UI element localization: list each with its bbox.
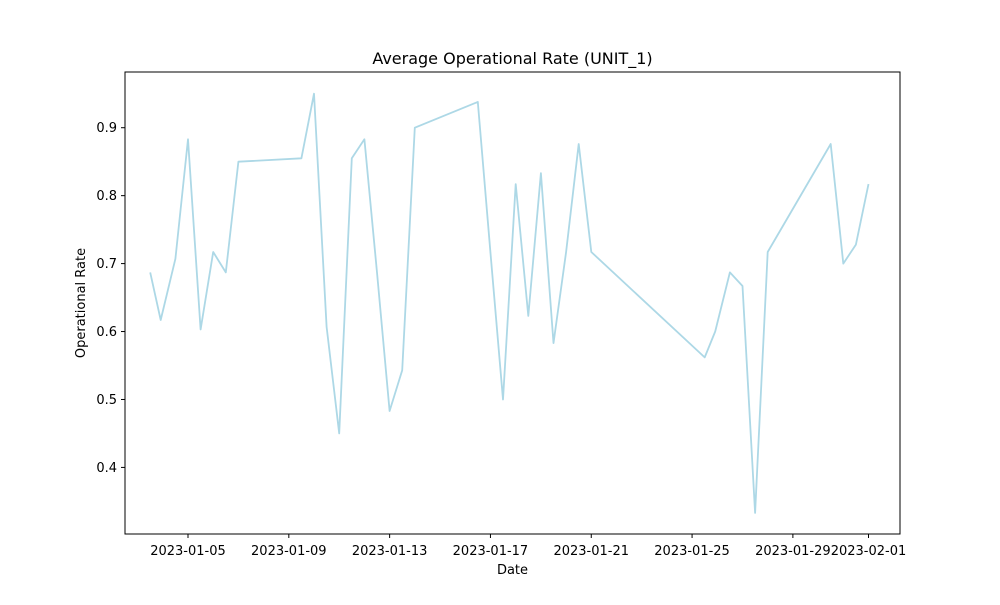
x-tick-label: 2023-01-29 <box>755 544 831 559</box>
y-tick-label: 0.4 <box>96 461 117 476</box>
y-tick-label: 0.7 <box>96 257 117 272</box>
x-tick-label: 2023-01-13 <box>352 544 428 559</box>
y-axis-ticks: 0.4 0.5 0.6 0.7 0.8 0.9 <box>96 121 125 476</box>
x-tick-label: 2023-01-21 <box>553 544 629 559</box>
y-tick-label: 0.6 <box>96 325 117 340</box>
x-tick-label: 2023-02-01 <box>831 544 907 559</box>
chart-title: Average Operational Rate (UNIT_1) <box>372 49 652 69</box>
x-tick-label: 2023-01-25 <box>654 544 730 559</box>
x-tick-label: 2023-01-09 <box>251 544 327 559</box>
y-tick-label: 0.9 <box>96 121 117 136</box>
plot-area-frame <box>124 71 901 535</box>
y-tick-label: 0.8 <box>96 189 117 204</box>
x-axis-ticks: 2023-01-05 2023-01-09 2023-01-13 2023-01-17… <box>150 534 906 559</box>
series-line <box>149 92 870 514</box>
x-tick-label: 2023-01-17 <box>453 544 529 559</box>
y-tick-label: 0.5 <box>96 393 117 408</box>
x-axis-label: Date <box>497 563 528 578</box>
x-tick-label: 2023-01-05 <box>150 544 226 559</box>
series-layer <box>149 92 870 514</box>
y-axis-label: Operational Rate <box>74 248 89 358</box>
